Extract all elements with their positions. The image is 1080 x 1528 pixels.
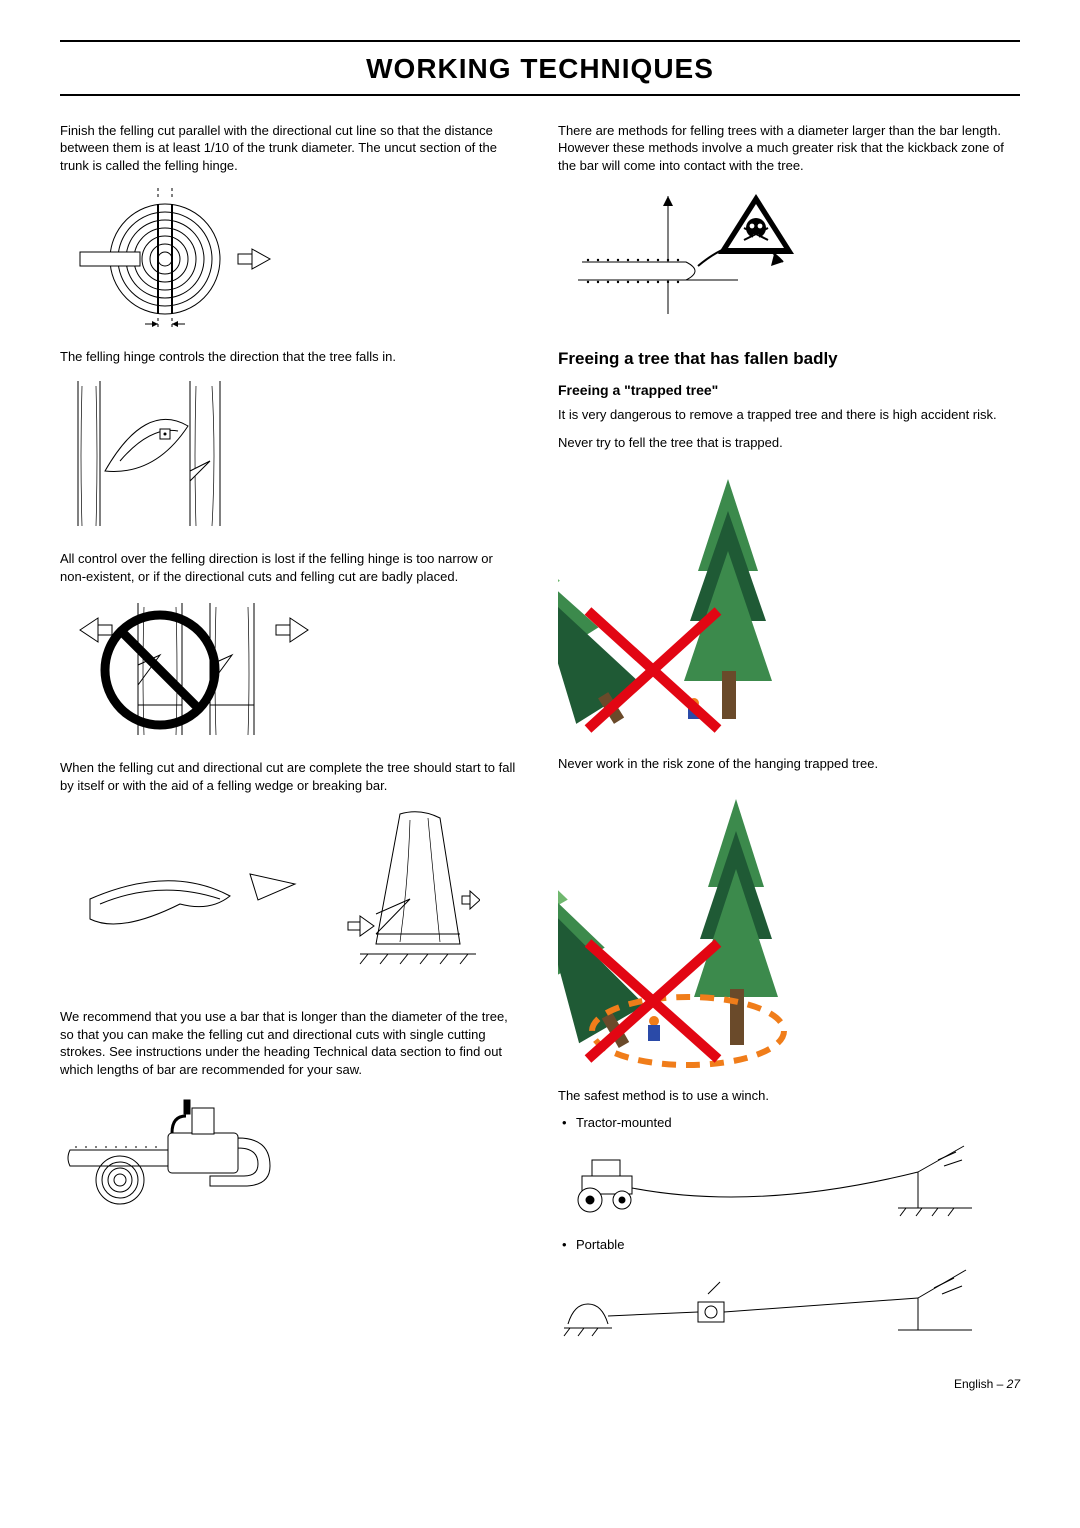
page-footer: English – 27 [60, 1376, 1020, 1392]
bullet-list-2: Portable [558, 1236, 1020, 1254]
right-p3: Never try to fell the tree that is trapp… [558, 434, 1020, 452]
footer-page: 27 [1007, 1377, 1020, 1391]
right-h3: Freeing a "trapped tree" [558, 381, 1020, 400]
fig-hinge-direction [60, 376, 522, 536]
left-p1: Finish the felling cut parallel with the… [60, 122, 522, 175]
right-p2: It is very dangerous to remove a trapped… [558, 406, 1020, 424]
fig-portable-winch [558, 1264, 1020, 1344]
page-title: WORKING TECHNIQUES [60, 40, 1020, 96]
fig-tree-rings [60, 184, 522, 334]
fig-prohibited-cut [60, 595, 522, 745]
bullet-list-1: Tractor-mounted [558, 1114, 1020, 1132]
right-column: There are methods for felling trees with… [558, 122, 1020, 1358]
fig-tractor-winch [558, 1142, 1020, 1222]
right-h2: Freeing a tree that has fallen badly [558, 348, 1020, 371]
bullet-tractor: Tractor-mounted [576, 1114, 1020, 1132]
left-column: Finish the felling cut parallel with the… [60, 122, 522, 1358]
left-p3: All control over the felling direction i… [60, 550, 522, 585]
fig-chainsaw [60, 1088, 522, 1208]
right-p1: There are methods for felling trees with… [558, 122, 1020, 175]
fig-wedge-and-bar [60, 804, 522, 994]
two-column-layout: Finish the felling cut parallel with the… [60, 122, 1020, 1358]
left-p5: We recommend that you use a bar that is … [60, 1008, 522, 1078]
fig-trapped-tree-1 [558, 461, 1020, 741]
fig-kickback-warning [558, 184, 1020, 334]
left-p2: The felling hinge controls the direction… [60, 348, 522, 366]
right-p5: The safest method is to use a winch. [558, 1087, 1020, 1105]
right-p4: Never work in the risk zone of the hangi… [558, 755, 1020, 773]
left-p4: When the felling cut and directional cut… [60, 759, 522, 794]
bullet-portable: Portable [576, 1236, 1020, 1254]
footer-lang: English [954, 1377, 993, 1391]
footer-sep: – [993, 1377, 1006, 1391]
fig-trapped-tree-2 [558, 783, 1020, 1073]
